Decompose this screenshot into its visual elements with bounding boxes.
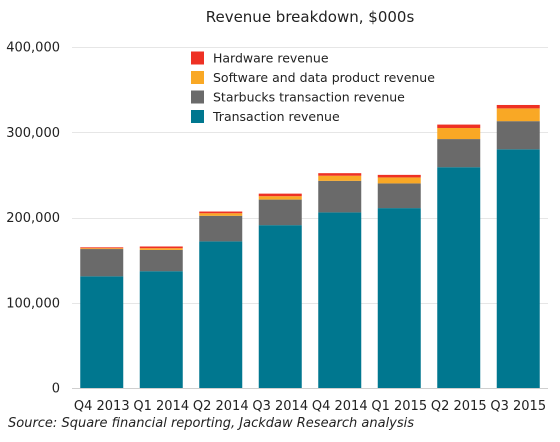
bar-transaction-revenue [377,208,421,388]
bar-transaction-revenue [496,149,540,388]
bar-transaction-revenue [437,167,481,388]
bar-software-and-data-product-revenue [80,248,124,250]
x-tick-label: Q2 2015 [431,399,487,414]
bar-software-and-data-product-revenue [377,177,421,184]
chart-title: Revenue breakdown, $000s [206,8,415,26]
bar-software-and-data-product-revenue [199,213,243,216]
bar-hardware-revenue [258,193,302,197]
legend-label-starbucks-transaction-revenue: Starbucks transaction revenue [213,90,405,105]
bar-hardware-revenue [139,246,183,249]
bar-transaction-revenue [199,241,243,388]
bar-starbucks-transaction-revenue [80,249,124,277]
x-tick-label: Q4 2013 [74,399,130,414]
x-axis: Q4 2013 Q1 2014 Q2 2014 Q3 2014 Q4 2014 Q1 20… [74,399,546,414]
bar-hardware-revenue [80,247,124,249]
bar-starbucks-transaction-revenue [139,249,183,272]
bar-software-and-data-product-revenue [437,127,481,140]
bar-transaction-revenue [318,212,362,388]
bar-hardware-revenue [437,124,481,128]
x-tick-label: Q3 2014 [252,399,308,414]
legend-label-transaction-revenue: Transaction revenue [212,109,340,124]
bar-software-and-data-product-revenue [139,248,183,250]
bar-starbucks-transaction-revenue [258,199,302,226]
bar-hardware-revenue [496,104,540,109]
x-tick-label: Q2 2014 [193,399,249,414]
legend-label-software-and-data-product-revenue: Software and data product revenue [213,70,435,85]
legend-swatch-transaction-revenue [191,110,204,123]
legend: Hardware revenue Software and data produc… [191,51,435,124]
y-tick-label: 100,000 [6,296,60,311]
y-axis: 0 100,000 200,000 300,000 400,000 [6,41,60,397]
bar-starbucks-transaction-revenue [437,139,481,168]
bar-hardware-revenue [199,211,243,214]
bar-starbucks-transaction-revenue [496,121,540,150]
y-tick-label: 200,000 [6,211,60,226]
legend-swatch-starbucks-transaction-revenue [191,90,204,104]
bar-software-and-data-product-revenue [496,108,540,122]
bar-transaction-revenue [80,276,124,388]
bar-starbucks-transaction-revenue [318,180,362,213]
bar-starbucks-transaction-revenue [199,215,243,242]
legend-label-hardware-revenue: Hardware revenue [213,51,329,66]
bars-layer [80,104,540,388]
bar-transaction-revenue [139,271,183,388]
y-tick-label: 400,000 [6,41,60,56]
y-tick-label: 0 [52,382,60,397]
legend-swatch-hardware-revenue [191,51,204,65]
x-tick-label: Q1 2014 [133,399,189,414]
bar-software-and-data-product-revenue [318,175,362,181]
source-note: Source: Square financial reporting, Jack… [8,416,415,431]
bar-starbucks-transaction-revenue [377,183,421,209]
bar-hardware-revenue [377,174,421,178]
bar-transaction-revenue [258,225,302,388]
x-tick-label: Q1 2015 [371,399,427,414]
bar-software-and-data-product-revenue [258,196,302,200]
x-tick-label: Q4 2014 [312,399,368,414]
bar-hardware-revenue [318,173,362,176]
x-tick-label: Q3 2015 [490,399,546,414]
legend-swatch-software-and-data-product-revenue [191,71,204,84]
y-tick-label: 300,000 [6,126,60,141]
